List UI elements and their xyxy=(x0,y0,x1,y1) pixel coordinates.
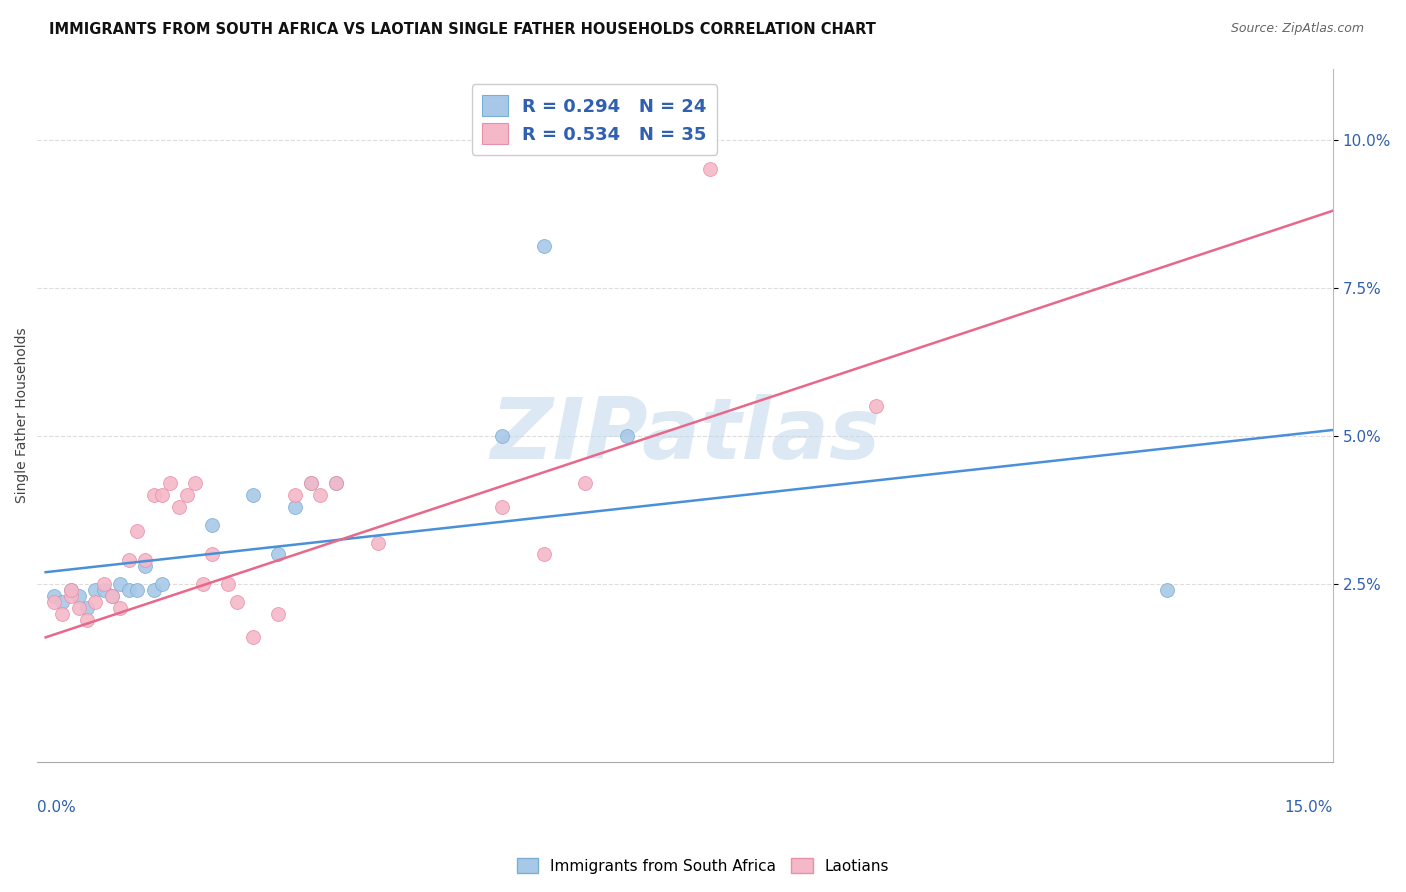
Point xyxy=(67,589,90,603)
Point xyxy=(1156,582,1178,597)
Point xyxy=(367,535,389,549)
Point xyxy=(325,476,347,491)
Point xyxy=(142,582,165,597)
Point xyxy=(865,399,887,413)
Text: IMMIGRANTS FROM SOUTH AFRICA VS LAOTIAN SINGLE FATHER HOUSEHOLDS CORRELATION CHA: IMMIGRANTS FROM SOUTH AFRICA VS LAOTIAN … xyxy=(49,22,876,37)
Point xyxy=(84,595,107,609)
Point xyxy=(134,553,156,567)
Point xyxy=(201,548,224,562)
Point xyxy=(167,500,190,514)
Point xyxy=(176,488,198,502)
Text: ZIPatlas: ZIPatlas xyxy=(491,394,880,477)
Point xyxy=(299,476,322,491)
Point xyxy=(267,607,290,621)
Point xyxy=(242,488,264,502)
Point xyxy=(284,500,307,514)
Point xyxy=(42,595,65,609)
Point xyxy=(76,613,98,627)
Point xyxy=(76,600,98,615)
Point xyxy=(51,595,73,609)
Point xyxy=(67,600,90,615)
Point xyxy=(533,239,555,253)
Point xyxy=(284,488,307,502)
Point xyxy=(150,577,173,591)
Text: 15.0%: 15.0% xyxy=(1285,800,1333,815)
Legend: R = 0.294   N = 24, R = 0.534   N = 35: R = 0.294 N = 24, R = 0.534 N = 35 xyxy=(471,85,717,155)
Point xyxy=(93,577,115,591)
Point xyxy=(110,577,132,591)
Point xyxy=(118,582,141,597)
Point xyxy=(491,429,513,443)
Point xyxy=(125,582,148,597)
Point xyxy=(159,476,181,491)
Legend: Immigrants from South Africa, Laotians: Immigrants from South Africa, Laotians xyxy=(510,852,896,880)
Point xyxy=(101,589,124,603)
Point xyxy=(616,429,638,443)
Point xyxy=(201,517,224,532)
Point xyxy=(59,582,82,597)
Y-axis label: Single Father Households: Single Father Households xyxy=(15,327,30,503)
Point xyxy=(491,500,513,514)
Point xyxy=(59,582,82,597)
Point xyxy=(59,589,82,603)
Point xyxy=(51,607,73,621)
Point xyxy=(225,595,247,609)
Point xyxy=(150,488,173,502)
Point xyxy=(533,548,555,562)
Point xyxy=(142,488,165,502)
Point xyxy=(217,577,239,591)
Text: 0.0%: 0.0% xyxy=(38,800,76,815)
Point xyxy=(42,589,65,603)
Point xyxy=(93,582,115,597)
Point xyxy=(125,524,148,538)
Point xyxy=(699,162,721,177)
Point xyxy=(118,553,141,567)
Point xyxy=(134,559,156,574)
Point xyxy=(84,582,107,597)
Point xyxy=(184,476,207,491)
Point xyxy=(101,589,124,603)
Point xyxy=(308,488,330,502)
Point xyxy=(110,600,132,615)
Point xyxy=(299,476,322,491)
Point xyxy=(242,631,264,645)
Point xyxy=(325,476,347,491)
Point xyxy=(267,548,290,562)
Point xyxy=(193,577,215,591)
Text: Source: ZipAtlas.com: Source: ZipAtlas.com xyxy=(1230,22,1364,36)
Point xyxy=(574,476,596,491)
